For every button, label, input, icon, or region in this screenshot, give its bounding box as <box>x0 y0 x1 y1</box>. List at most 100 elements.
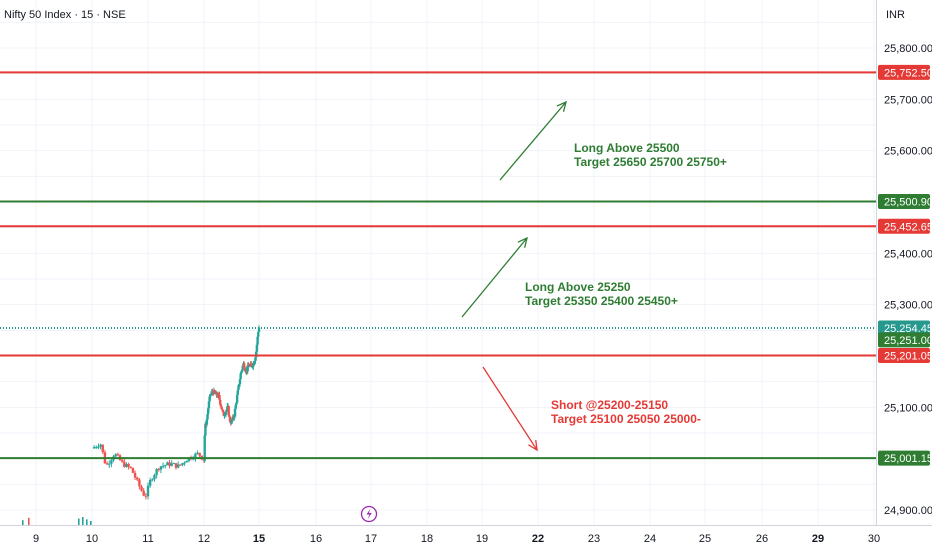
candle-body <box>123 461 126 467</box>
candle-body <box>168 462 171 466</box>
candle-body <box>146 485 150 497</box>
candle-body <box>164 465 167 467</box>
candle-body <box>125 464 128 467</box>
price-badge-label: 25,251.00 <box>884 335 932 347</box>
candle-body <box>219 399 222 405</box>
candle-body <box>105 463 109 465</box>
volume-bar <box>28 517 30 525</box>
grid-lines <box>0 0 876 525</box>
candle-body <box>257 327 261 333</box>
time-tick-label: 24 <box>644 533 656 545</box>
candle-body <box>196 452 199 454</box>
candle-body <box>159 466 163 470</box>
candle-body <box>250 363 253 366</box>
candle-body <box>225 409 228 412</box>
candle-body <box>228 417 232 422</box>
time-axis[interactable]: 9 10 11 12 15 16 17 18 19 22 23 24 25 26 29 30 <box>33 533 880 545</box>
candle-body <box>240 369 244 372</box>
time-tick-label: 15 <box>253 533 265 545</box>
candle-body <box>254 357 257 361</box>
candle-body <box>231 420 234 422</box>
candle-body <box>110 460 113 464</box>
candle-body <box>238 379 242 385</box>
candle-body <box>238 384 241 386</box>
candles[interactable] <box>92 325 261 500</box>
volume-bar <box>90 521 92 525</box>
candle-body <box>226 406 229 410</box>
candle-body <box>127 464 130 467</box>
candle-body <box>223 414 227 416</box>
candle-body <box>217 393 221 395</box>
candle-body <box>208 396 211 402</box>
candle-body <box>252 362 255 367</box>
price-badge-label: 25,201.05 <box>884 350 932 362</box>
candle-body <box>247 365 250 367</box>
candle-body <box>247 365 251 367</box>
price-tick-label: 25,600.00 <box>884 146 932 158</box>
candle-body <box>95 447 98 449</box>
price-tick-label: 25,400.00 <box>884 248 932 260</box>
candle-body <box>194 453 197 459</box>
price-badge <box>878 64 930 80</box>
annotation-line-2: Target 25100 25050 25000- <box>551 412 701 426</box>
candle-body <box>209 395 212 397</box>
candle-body <box>170 463 173 466</box>
candle-body <box>220 406 223 410</box>
annotation-line-1: Long Above 25500 <box>574 141 680 155</box>
candle-body <box>222 412 225 416</box>
candle-body <box>144 495 148 497</box>
candle-body <box>231 416 235 421</box>
candle-body <box>206 413 209 420</box>
candle-body <box>205 419 209 425</box>
candle-body <box>235 394 239 403</box>
lightning-icon[interactable] <box>360 505 378 523</box>
candle-body <box>207 408 210 414</box>
candle-body <box>253 360 256 364</box>
currency-label: INR <box>886 9 905 21</box>
price-axis[interactable]: 25,800.00 25,700.00 25,600.00 25,400.00 25,3… <box>884 43 932 517</box>
candle-body <box>224 411 228 415</box>
candle-body <box>256 336 259 345</box>
candle-body <box>138 479 141 487</box>
candle-body <box>254 351 258 358</box>
price-tick-label: 25,800.00 <box>884 43 932 55</box>
candle-body <box>237 385 240 390</box>
chart-title: Nifty 50 Index · 15 · NSE <box>4 9 126 21</box>
price-badge-label: 25,452.65 <box>884 221 932 233</box>
candle-body <box>221 409 225 413</box>
candle-body <box>176 464 180 468</box>
candle-body <box>216 393 220 397</box>
candle-body <box>218 394 221 400</box>
candle-body <box>131 467 135 473</box>
candle-body <box>227 406 230 416</box>
time-tick-label: 18 <box>421 533 433 545</box>
candle-body <box>185 460 188 463</box>
candle-body <box>240 371 243 374</box>
candle-body <box>133 472 137 478</box>
candle-body <box>108 463 111 465</box>
candle-body <box>204 423 207 436</box>
arrow-head <box>517 236 528 248</box>
candle-body <box>209 393 213 396</box>
candle-body <box>233 416 236 418</box>
candle-body <box>211 391 214 393</box>
candle-body <box>257 332 260 337</box>
candle-body <box>213 390 216 393</box>
time-tick-label: 30 <box>868 533 880 545</box>
candle-body <box>242 363 246 369</box>
candle-body <box>248 364 252 367</box>
time-tick-label: 26 <box>756 533 768 545</box>
price-badge-label: 25,001.15 <box>884 453 932 465</box>
projection-arrows[interactable] <box>461 100 567 452</box>
time-tick-label: 9 <box>33 533 39 545</box>
volume-bar <box>22 520 24 525</box>
price-badge-label: 25,500.90 <box>884 197 932 209</box>
candle-body <box>183 462 186 464</box>
candle-body <box>166 462 169 466</box>
level-lines[interactable] <box>0 71 876 460</box>
annotation-line-1: Short @25200-25150 <box>551 398 668 412</box>
candle-body <box>219 404 223 407</box>
volume-bar <box>82 517 84 525</box>
